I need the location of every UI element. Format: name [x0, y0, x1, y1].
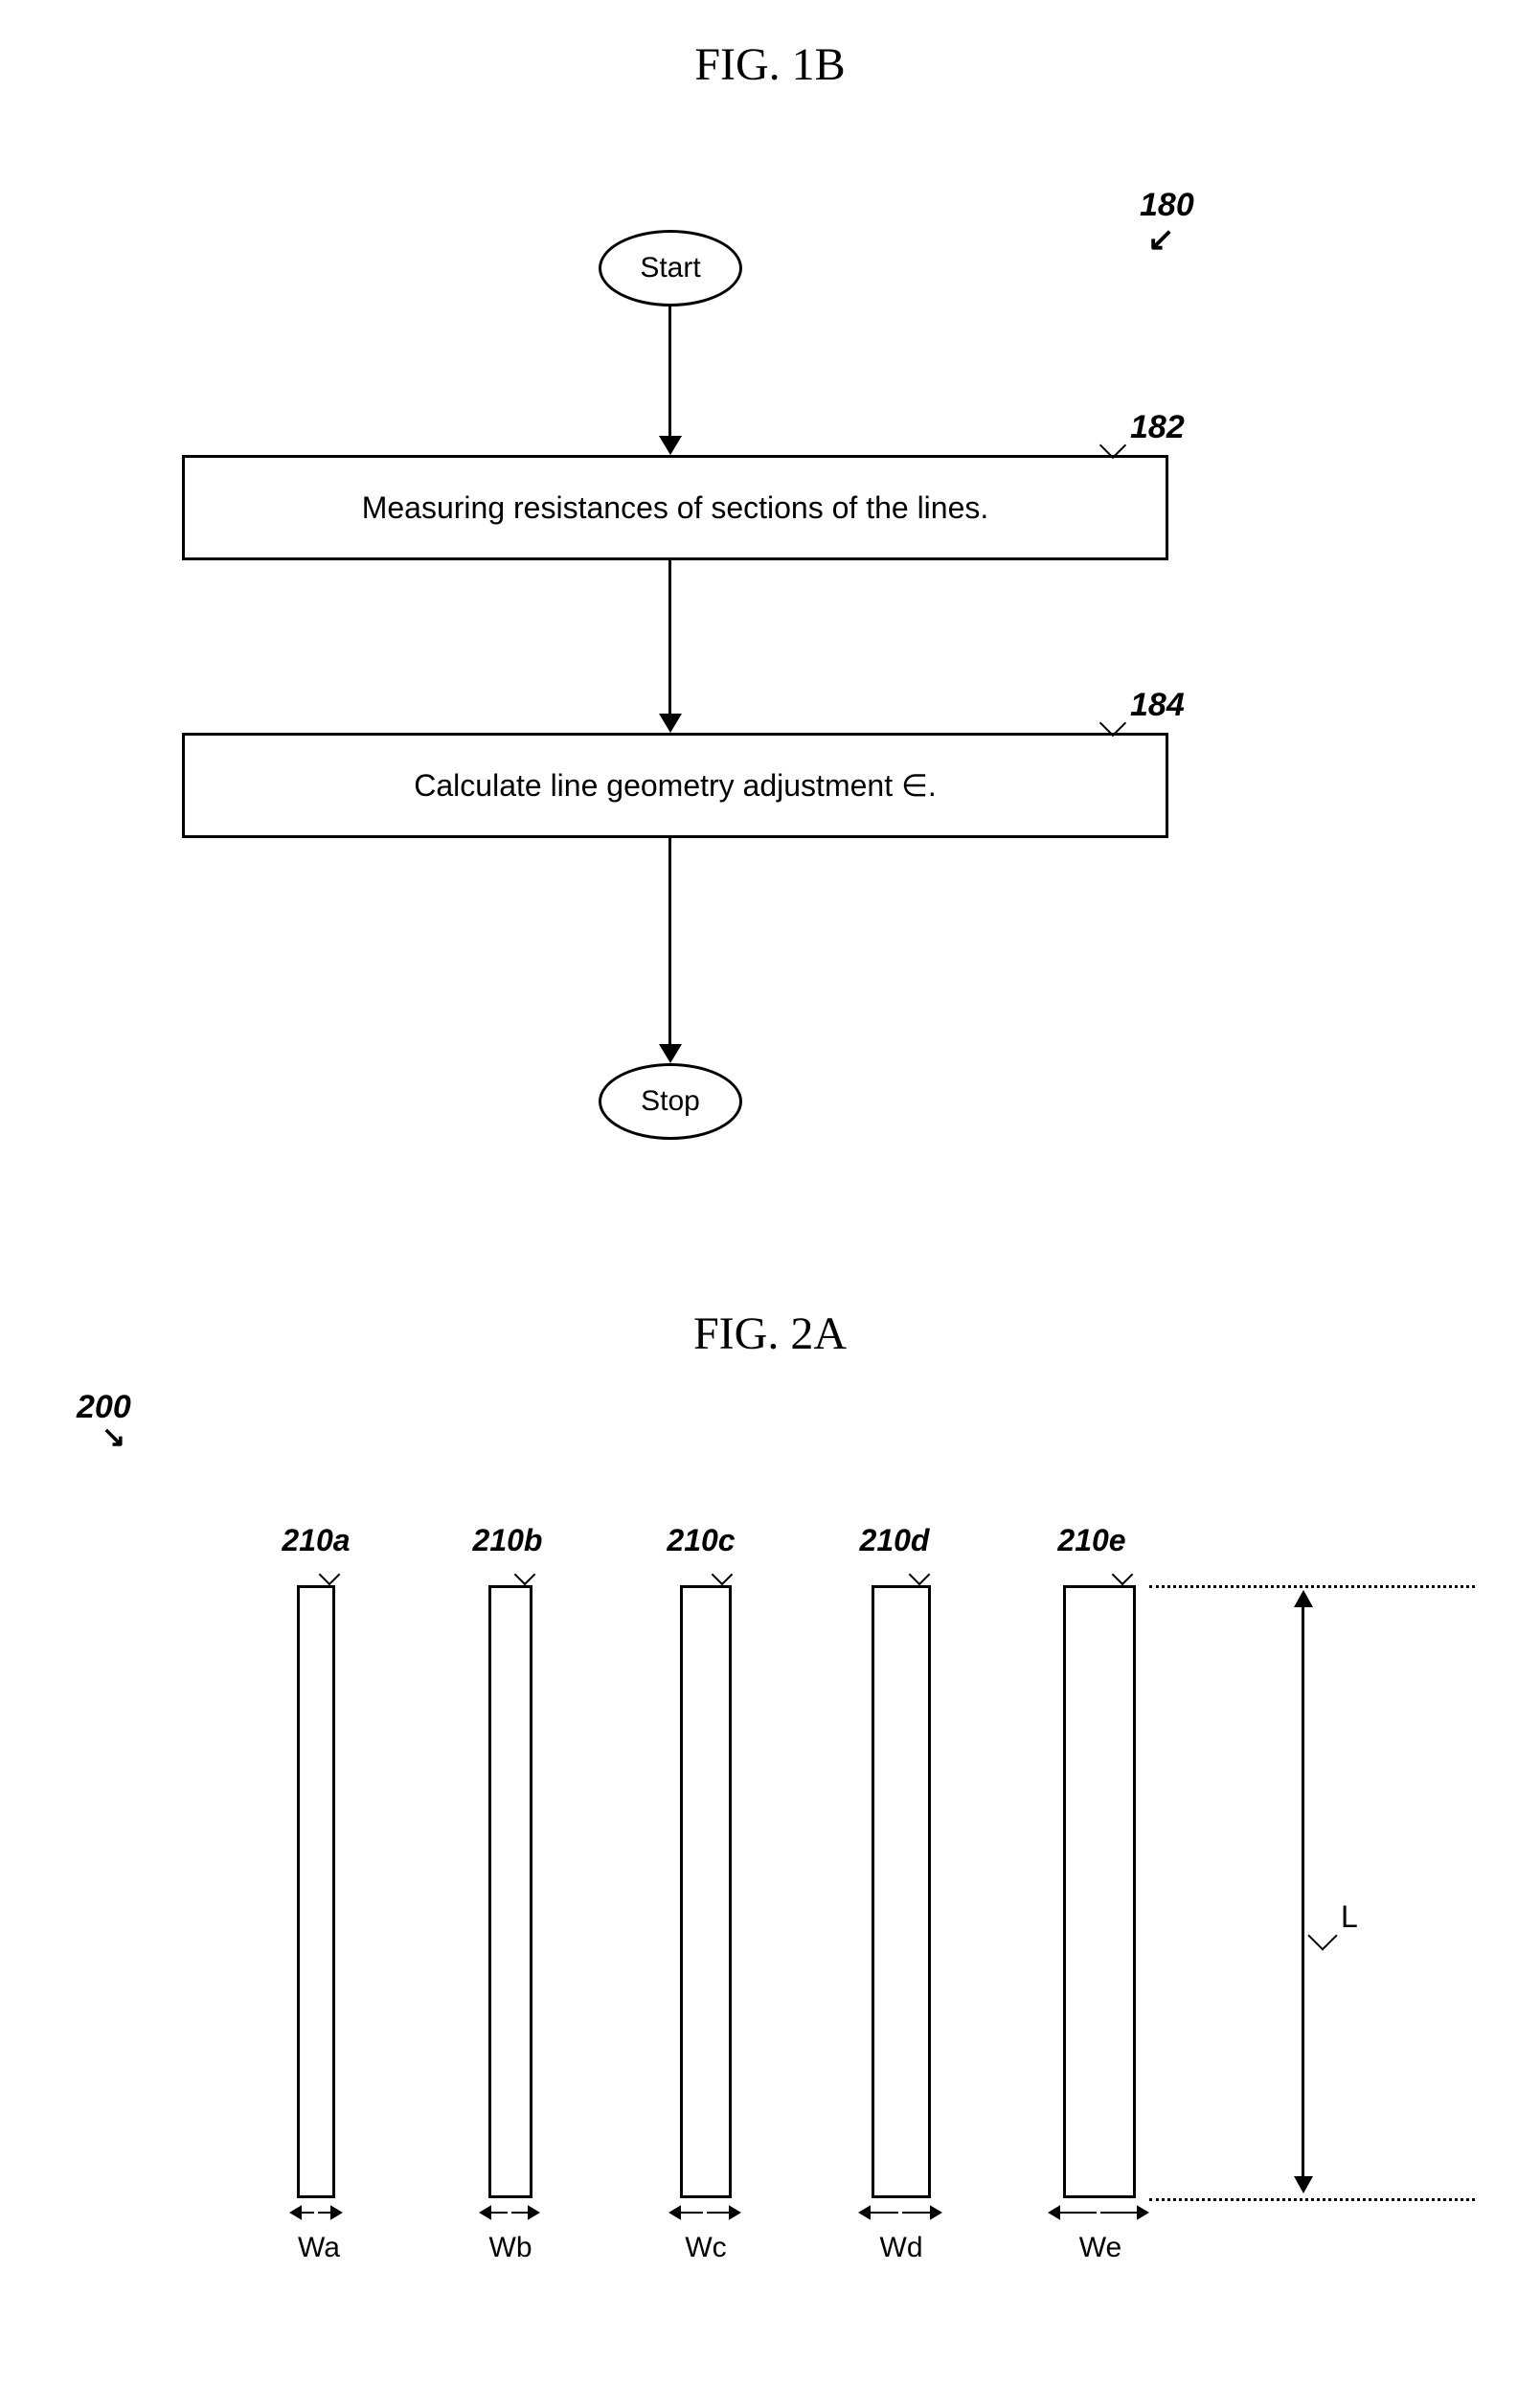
- bar-210c: [680, 1585, 732, 2198]
- bar-tick-210d: [909, 1564, 931, 1586]
- bar-label-210b: 210b: [450, 1523, 565, 1558]
- L-tick: [1307, 1920, 1337, 1950]
- bar-label-210d: 210d: [837, 1523, 952, 1558]
- fig1b-ref-180: 180 ↙: [1140, 187, 1194, 259]
- fig2a-diagram: 200 ↘ 210a Wa 210b: [38, 1389, 1502, 2347]
- fig2a-ref-200: 200 ↘: [77, 1389, 131, 1454]
- process-184-text: Calculate line geometry adjustment ∈.: [414, 767, 936, 804]
- fig1b-ref-180-text: 180: [1140, 187, 1194, 223]
- terminal-start: Start: [599, 230, 742, 307]
- connector-1: [668, 307, 671, 436]
- w-label-d: Wd: [858, 2232, 944, 2264]
- bar-label-210c: 210c: [644, 1523, 759, 1558]
- w-arrows-a: [285, 2201, 347, 2224]
- bar-tick-210e: [1112, 1564, 1134, 1586]
- w-label-c: Wc: [663, 2232, 749, 2264]
- connector-1-head: [659, 436, 682, 455]
- bar-tick-210c: [712, 1564, 734, 1586]
- L-label: L: [1341, 1899, 1358, 1935]
- bar-tick-210a: [319, 1564, 341, 1586]
- dotted-bottom: [1149, 2198, 1475, 2201]
- w-arrows-c: [665, 2201, 745, 2224]
- w-label-e: We: [1057, 2232, 1144, 2264]
- process-182: Measuring resistances of sections of the…: [182, 455, 1168, 560]
- w-label-b: Wb: [467, 2232, 554, 2264]
- w-arrows-b: [475, 2201, 544, 2224]
- connector-3: [668, 838, 671, 1044]
- process-184: Calculate line geometry adjustment ∈.: [182, 733, 1168, 838]
- w-label-a: Wa: [276, 2232, 362, 2264]
- fig1b-ref-180-arrow: ↙: [1147, 220, 1194, 259]
- L-arrow-bottom: [1294, 2176, 1313, 2193]
- process-182-ref: 182: [1130, 409, 1185, 446]
- process-182-text: Measuring resistances of sections of the…: [362, 490, 989, 526]
- connector-2-head: [659, 714, 682, 733]
- w-arrows-d: [854, 2201, 946, 2224]
- L-line: [1302, 1604, 1304, 2179]
- terminal-stop-label: Stop: [641, 1085, 700, 1118]
- w-arrows-e: [1044, 2201, 1153, 2224]
- fig2a-title: FIG. 2A: [38, 1307, 1502, 1360]
- bar-label-210a: 210a: [259, 1523, 374, 1558]
- connector-3-head: [659, 1044, 682, 1063]
- bar-210e: [1063, 1585, 1136, 2198]
- fig1b-title: FIG. 1B: [38, 38, 1502, 91]
- bar-210b: [488, 1585, 532, 2198]
- process-184-ref: 184: [1130, 687, 1185, 724]
- connector-2: [668, 560, 671, 714]
- bar-210d: [872, 1585, 931, 2198]
- fig1b-flowchart: 180 ↙ Start Measuring resistances of sec…: [38, 120, 1502, 1192]
- fig2a-ref-200-arrow: ↘: [102, 1420, 131, 1454]
- dotted-top: [1149, 1585, 1475, 1588]
- terminal-stop: Stop: [599, 1063, 742, 1140]
- terminal-start-label: Start: [640, 252, 700, 284]
- bar-label-210e: 210e: [1034, 1523, 1149, 1558]
- bar-tick-210b: [514, 1564, 536, 1586]
- bar-210a: [297, 1585, 335, 2198]
